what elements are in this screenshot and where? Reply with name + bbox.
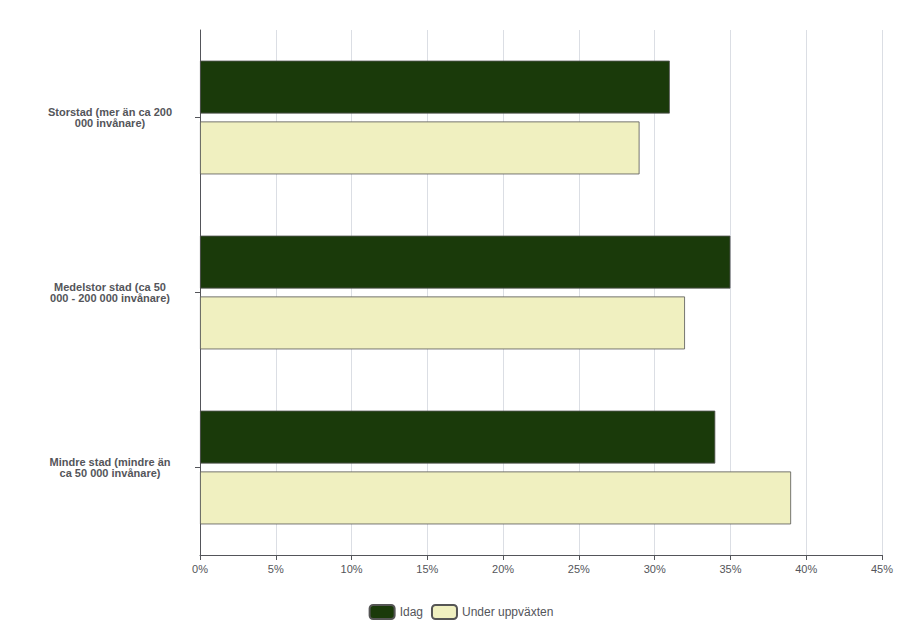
svg-text:5%: 5% (268, 563, 284, 575)
svg-text:40%: 40% (795, 563, 817, 575)
svg-text:000 - 200 000 invånare): 000 - 200 000 invånare) (50, 292, 170, 304)
svg-text:Under uppväxten: Under uppväxten (462, 605, 553, 619)
svg-text:Idag: Idag (400, 605, 423, 619)
svg-text:25%: 25% (568, 563, 590, 575)
svg-text:000 invånare): 000 invånare) (75, 117, 146, 129)
svg-text:10%: 10% (341, 563, 363, 575)
svg-text:35%: 35% (719, 563, 741, 575)
svg-text:20%: 20% (492, 563, 514, 575)
svg-text:Mindre stad (mindre än: Mindre stad (mindre än (49, 456, 171, 468)
svg-text:0%: 0% (192, 563, 208, 575)
svg-text:Medelstor stad (ca 50: Medelstor stad (ca 50 (54, 281, 166, 293)
svg-text:30%: 30% (644, 563, 666, 575)
svg-text:ca 50 000 invånare): ca 50 000 invånare) (60, 467, 161, 479)
svg-text:15%: 15% (416, 563, 438, 575)
svg-text:Storstad (mer än ca 200: Storstad (mer än ca 200 (47, 106, 173, 118)
svg-text:45%: 45% (871, 563, 893, 575)
